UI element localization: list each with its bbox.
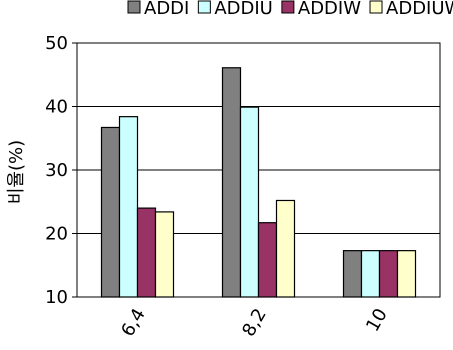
- bar-addi-2: [342, 250, 363, 298]
- bar-addi-1: [221, 67, 242, 298]
- bar-addi-0: [100, 126, 121, 298]
- y-tick-label: 10: [45, 287, 68, 308]
- x-tick-label: 6,4: [117, 305, 150, 340]
- bars: [100, 67, 417, 298]
- y-tick-label: 50: [45, 33, 68, 54]
- y-tick-label: 30: [45, 160, 68, 181]
- y-tick-label: 20: [45, 224, 68, 245]
- bar-addiw-1: [257, 222, 278, 298]
- legend-swatch: [369, 0, 383, 14]
- bar-addiw-0: [136, 207, 157, 298]
- x-tick-label: 8,2: [238, 305, 271, 340]
- bar-addiw-2: [378, 250, 399, 298]
- bar-addiuw-0: [154, 211, 175, 298]
- bar-addiuw-2: [396, 250, 417, 298]
- legend-swatch: [281, 0, 295, 14]
- x-tick-label: 10: [362, 305, 392, 335]
- legend: ADDI ADDIU ADDIW ADDIUW: [127, 0, 453, 19]
- legend-swatch: [197, 0, 211, 14]
- y-axis-label: 비율(%): [6, 140, 27, 204]
- legend-swatch: [127, 0, 141, 14]
- legend-label: ADDIUW: [386, 0, 453, 19]
- y-tick-label: 40: [45, 97, 68, 118]
- y-axis-ticks: 10 20 30 40 50: [45, 33, 77, 308]
- bar-addiu-1: [239, 106, 260, 298]
- bar-addiu-2: [360, 250, 381, 298]
- bar-addiu-0: [118, 116, 139, 298]
- bar-addiuw-1: [275, 199, 296, 298]
- legend-label: ADDI: [144, 0, 189, 19]
- x-axis-ticks: 6,4 8,2 10: [117, 305, 392, 340]
- plot-area-frame: [76, 42, 441, 298]
- legend-label: ADDIW: [298, 0, 361, 19]
- legend-label: ADDIU: [214, 0, 273, 19]
